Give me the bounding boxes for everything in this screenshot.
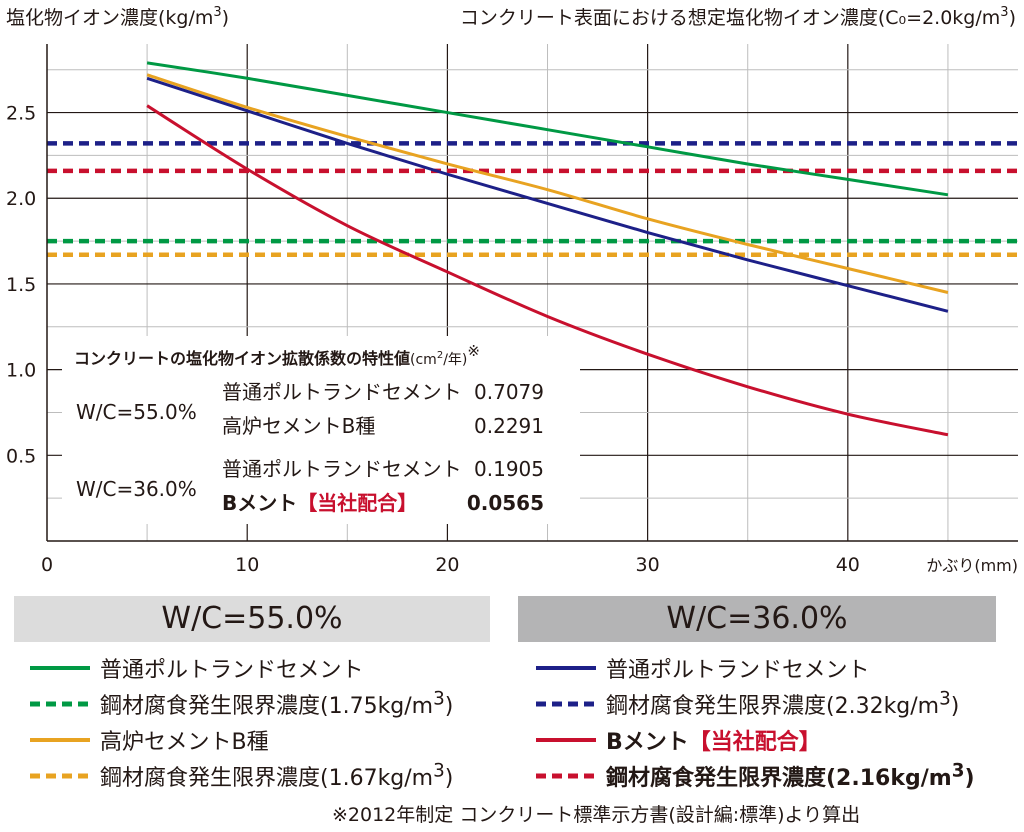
inset-title: コンクリートの塩化物イオン拡散係数の特性値(cm2/年)※ [74, 342, 480, 368]
chart: 0 10 20 30 40 0.5 1.0 1.5 2.0 2.5 塩化物イオン濃度(kg/m3)… [6, 5, 1018, 576]
legend-item: 鋼材腐食発生限界濃度(1.75kg/m3) [30, 686, 453, 722]
inset-table: コンクリートの塩化物イオン拡散係数の特性値(cm2/年)※ W/C=55.0% … [62, 336, 580, 524]
x-axis-label: かぶり(mm) [926, 556, 1018, 575]
legend-item: 鋼材腐食発生限界濃度(2.16kg/m3) [536, 758, 975, 794]
inset-row-value-4: 0.0565 [467, 491, 544, 515]
legend-label: 鋼材腐食発生限界濃度(2.16kg/m3) [606, 760, 975, 791]
legend-label: 普通ポルトランドセメント [606, 658, 870, 683]
y-tick-label: 0.5 [6, 445, 36, 467]
inset-row-value-1: 0.7079 [474, 380, 544, 404]
legend-header-wc55: W/C=55.0% [14, 596, 490, 642]
inset-row-name-4: Bメント【当社配合】 [222, 491, 417, 515]
x-tick-label: 10 [235, 554, 259, 576]
x-tick-label: 30 [636, 554, 660, 576]
legend-column-wc55: 普通ポルトランドセメント 鋼材腐食発生限界濃度(1.75kg/m3) 高炉セメン… [30, 650, 453, 794]
legend-item: 普通ポルトランドセメント [536, 650, 975, 686]
series-group [47, 61, 1018, 437]
legend-swatch-dashed-orange [30, 773, 90, 779]
legend-swatch-dashed-red [536, 773, 596, 779]
inset-group-label-2: W/C=36.0% [76, 477, 197, 501]
inset-row-name-2: 高炉セメントB種 [222, 414, 375, 438]
inset-group-label-1: W/C=55.0% [76, 400, 197, 424]
y-tick-label: 1.0 [6, 360, 36, 382]
legend-item: 鋼材腐食発生限界濃度(1.67kg/m3) [30, 758, 453, 794]
legend-label: 高炉セメントB種 [100, 730, 269, 755]
legend-label: 普通ポルトランドセメント [100, 658, 364, 683]
x-tick-label: 40 [836, 554, 860, 576]
legend-label: 鋼材腐食発生限界濃度(2.32kg/m3) [606, 688, 960, 719]
legend-swatch-solid-navy [536, 666, 596, 670]
legend-label: 鋼材腐食発生限界濃度(1.75kg/m3) [100, 688, 454, 719]
legend-swatch-solid-red [536, 738, 596, 742]
series-line-009944 [146, 61, 949, 197]
legend-item: Bメント【当社配合】 [536, 722, 975, 758]
legend-item: 鋼材腐食発生限界濃度(2.32kg/m3) [536, 686, 975, 722]
series-line-e8a321 [146, 73, 949, 294]
legend-swatch-dashed-green [30, 701, 90, 707]
legend-label: 鋼材腐食発生限界濃度(1.67kg/m3) [100, 760, 454, 791]
inset-row-name-1: 普通ポルトランドセメント [222, 380, 462, 404]
legend-header-wc36: W/C=36.0% [518, 596, 996, 642]
y-axis-label: 塩化物イオン濃度(kg/m3) [6, 5, 229, 29]
footnote: ※2012年制定 コンクリート標準示方書(設計編:標準)より算出 [332, 804, 861, 826]
x-tick-label: 20 [435, 554, 459, 576]
inset-row-name-3: 普通ポルトランドセメント [222, 457, 462, 481]
series-line-c8102e [146, 104, 949, 437]
chart-subtitle: コンクリート表面における想定塩化物イオン濃度(C₀=2.0kg/m3) [460, 5, 1016, 29]
y-tick-label: 1.5 [6, 274, 36, 296]
legend-item: 高炉セメントB種 [30, 722, 453, 758]
x-tick-label: 0 [41, 554, 53, 576]
inset-row-value-2: 0.2291 [474, 414, 544, 438]
legend-swatch-solid-orange [30, 738, 90, 742]
y-tick-label: 2.5 [6, 103, 36, 125]
series-line-1d2088 [146, 76, 949, 313]
axes: 0 10 20 30 40 0.5 1.0 1.5 2.0 2.5 [6, 44, 1018, 576]
legend-swatch-solid-green [30, 666, 90, 670]
legend-column-wc36: 普通ポルトランドセメント 鋼材腐食発生限界濃度(2.32kg/m3) Bメント【… [536, 650, 975, 794]
legend-swatch-dashed-navy [536, 701, 596, 707]
inset-background [62, 336, 580, 524]
inset-row-value-3: 0.1905 [474, 457, 544, 481]
legend-item: 普通ポルトランドセメント [30, 650, 453, 686]
y-tick-label: 2.0 [6, 188, 36, 210]
legend-label: Bメント【当社配合】 [606, 730, 821, 755]
